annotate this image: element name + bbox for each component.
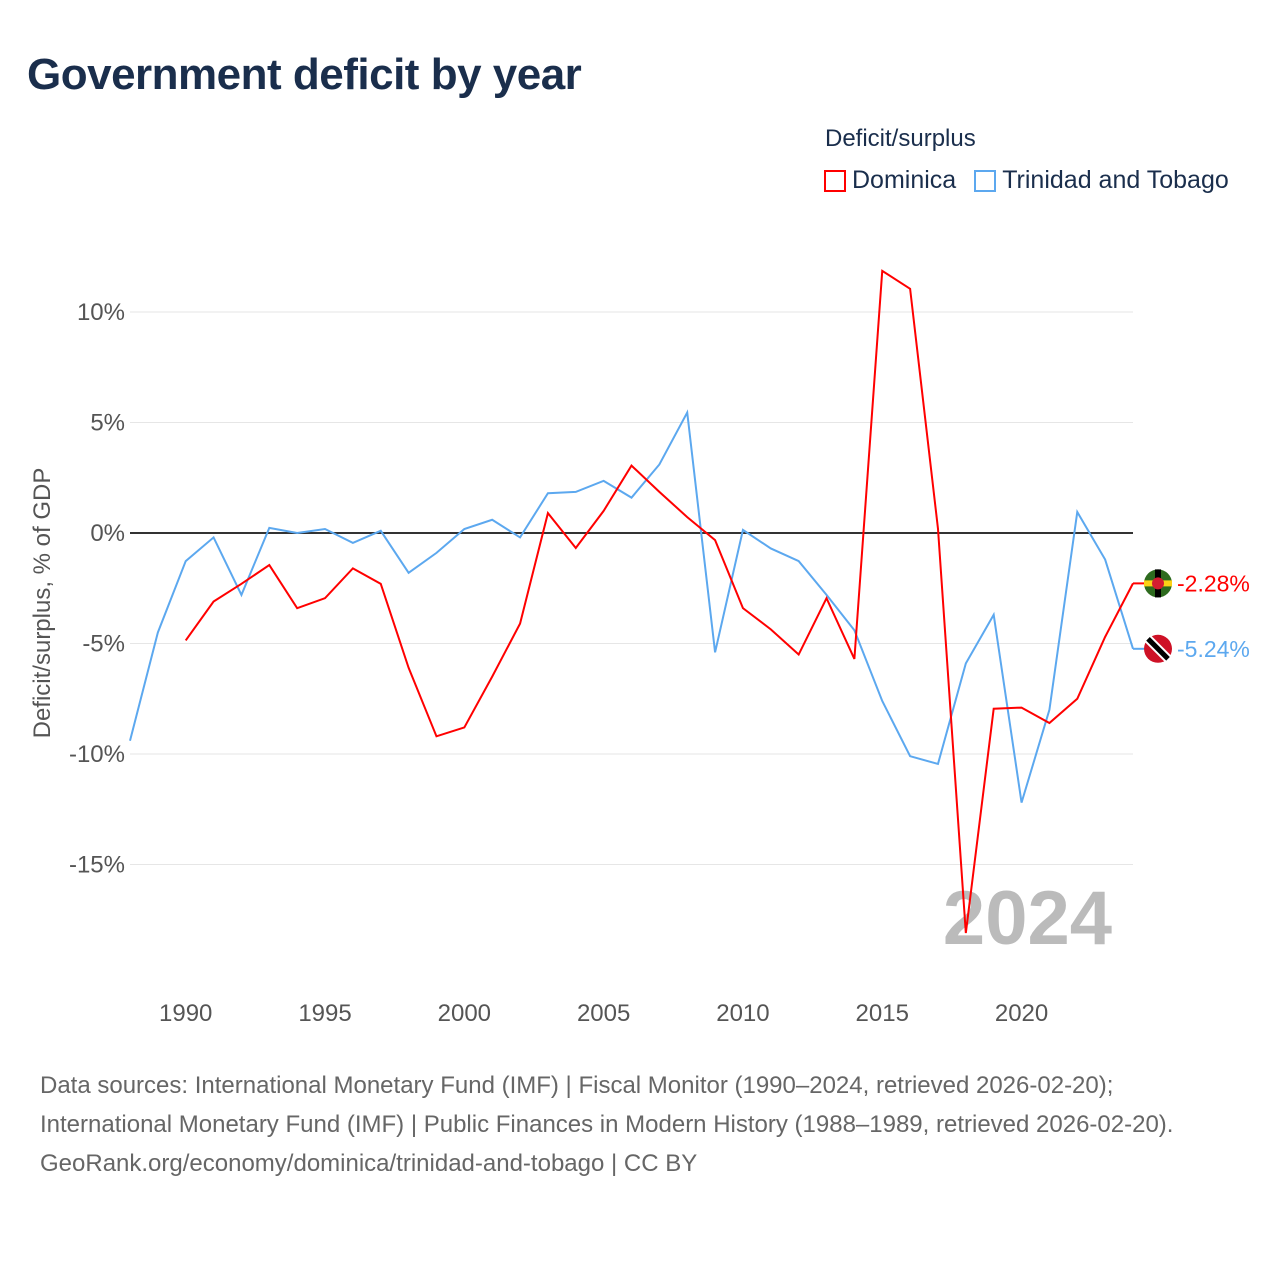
legend-swatch-trinidad bbox=[974, 169, 997, 192]
y-tick-label: 5% bbox=[90, 410, 125, 437]
data-sources: Data sources: International Monetary Fun… bbox=[40, 1072, 1174, 1138]
x-tick-label: 1990 bbox=[159, 1000, 212, 1027]
legend: Dominica Trinidad and Tobago bbox=[824, 166, 1229, 195]
y-tick-label: -10% bbox=[69, 741, 125, 768]
x-tick-label: 2010 bbox=[716, 1000, 769, 1027]
legend-title: Deficit/surplus bbox=[825, 125, 976, 152]
y-axis-label: Deficit/surplus, % of GDP bbox=[29, 468, 56, 739]
credit: GeoRank.org/economy/dominica/trinidad-an… bbox=[40, 1150, 698, 1177]
footer: Data sources: International Monetary Fun… bbox=[40, 1066, 1240, 1183]
x-tick-label: 2005 bbox=[577, 1000, 630, 1027]
x-tick-label: 1995 bbox=[298, 1000, 351, 1027]
end-value-label: -2.28% bbox=[1177, 570, 1250, 596]
legend-label: Dominica bbox=[852, 166, 957, 194]
x-tick-label: 2000 bbox=[438, 1000, 491, 1027]
series-line-trinidad-and-tobago bbox=[129, 409, 1134, 803]
legend-item-dominica[interactable]: Dominica bbox=[824, 166, 956, 195]
flag-disc bbox=[1152, 577, 1164, 590]
end-value-label: -5.24% bbox=[1177, 636, 1250, 662]
y-tick-label: 0% bbox=[90, 520, 125, 547]
series-line-dominica bbox=[184, 269, 1134, 934]
chart-title: Government deficit by year bbox=[27, 50, 582, 99]
y-tick-label: -5% bbox=[82, 631, 125, 658]
legend-swatch-dominica bbox=[824, 169, 846, 192]
legend-label: Trinidad and Tobago bbox=[1002, 166, 1229, 194]
flag-stripe bbox=[1146, 637, 1170, 661]
legend-item-trinidad[interactable]: Trinidad and Tobago bbox=[974, 166, 1229, 195]
x-tick-label: 2020 bbox=[995, 1000, 1048, 1027]
y-tick-label: -15% bbox=[69, 852, 125, 879]
x-tick-label: 2015 bbox=[856, 1000, 909, 1027]
y-tick-label: 10% bbox=[77, 299, 125, 326]
